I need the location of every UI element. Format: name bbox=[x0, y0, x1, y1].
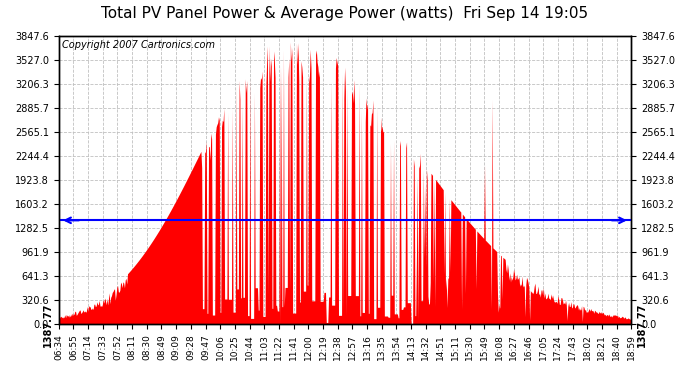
Text: 1387.77: 1387.77 bbox=[637, 302, 647, 346]
Text: 1387.77: 1387.77 bbox=[43, 302, 53, 346]
Text: Copyright 2007 Cartronics.com: Copyright 2007 Cartronics.com bbox=[61, 40, 215, 50]
Text: Total PV Panel Power & Average Power (watts)  Fri Sep 14 19:05: Total PV Panel Power & Average Power (wa… bbox=[101, 6, 589, 21]
